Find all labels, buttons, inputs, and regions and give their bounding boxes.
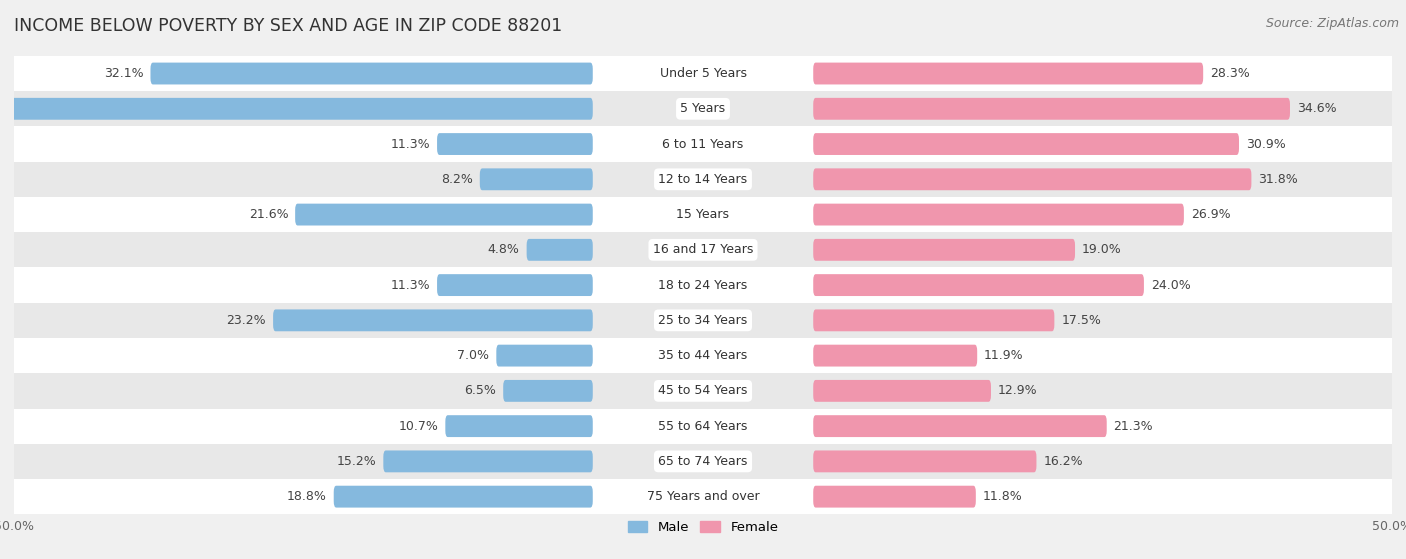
FancyBboxPatch shape [813,239,1076,260]
FancyBboxPatch shape [813,380,991,402]
Text: 11.9%: 11.9% [984,349,1024,362]
FancyBboxPatch shape [813,63,1204,84]
FancyBboxPatch shape [813,486,976,508]
Text: 6 to 11 Years: 6 to 11 Years [662,138,744,150]
FancyBboxPatch shape [14,409,1392,444]
FancyBboxPatch shape [446,415,593,437]
Text: 4.8%: 4.8% [488,243,520,257]
Text: 11.8%: 11.8% [983,490,1022,503]
FancyBboxPatch shape [14,91,1392,126]
Text: 65 to 74 Years: 65 to 74 Years [658,455,748,468]
FancyBboxPatch shape [14,479,1392,514]
FancyBboxPatch shape [14,338,1392,373]
Text: 31.8%: 31.8% [1258,173,1298,186]
FancyBboxPatch shape [273,310,593,331]
Text: 8.2%: 8.2% [441,173,472,186]
FancyBboxPatch shape [14,126,1392,162]
FancyBboxPatch shape [14,373,1392,409]
FancyBboxPatch shape [813,451,1036,472]
FancyBboxPatch shape [813,133,1239,155]
Text: INCOME BELOW POVERTY BY SEX AND AGE IN ZIP CODE 88201: INCOME BELOW POVERTY BY SEX AND AGE IN Z… [14,17,562,35]
FancyBboxPatch shape [14,444,1392,479]
FancyBboxPatch shape [14,56,1392,91]
FancyBboxPatch shape [333,486,593,508]
FancyBboxPatch shape [496,345,593,367]
Text: 17.5%: 17.5% [1062,314,1101,327]
FancyBboxPatch shape [14,267,1392,303]
FancyBboxPatch shape [813,168,1251,190]
FancyBboxPatch shape [14,162,1392,197]
FancyBboxPatch shape [813,98,1289,120]
Text: 18.8%: 18.8% [287,490,326,503]
Text: 55 to 64 Years: 55 to 64 Years [658,420,748,433]
FancyBboxPatch shape [813,310,1054,331]
FancyBboxPatch shape [813,345,977,367]
Text: 18 to 24 Years: 18 to 24 Years [658,278,748,292]
Text: 45 to 54 Years: 45 to 54 Years [658,385,748,397]
Text: 34.6%: 34.6% [1296,102,1337,115]
Text: 35 to 44 Years: 35 to 44 Years [658,349,748,362]
Text: 30.9%: 30.9% [1246,138,1285,150]
FancyBboxPatch shape [0,98,593,120]
Text: 15 Years: 15 Years [676,208,730,221]
Text: 21.6%: 21.6% [249,208,288,221]
Text: 32.1%: 32.1% [104,67,143,80]
Text: 75 Years and over: 75 Years and over [647,490,759,503]
FancyBboxPatch shape [813,274,1144,296]
Text: 19.0%: 19.0% [1083,243,1122,257]
FancyBboxPatch shape [503,380,593,402]
Text: 25 to 34 Years: 25 to 34 Years [658,314,748,327]
Text: 5 Years: 5 Years [681,102,725,115]
Text: 12 to 14 Years: 12 to 14 Years [658,173,748,186]
Text: Under 5 Years: Under 5 Years [659,67,747,80]
Text: 16.2%: 16.2% [1043,455,1083,468]
FancyBboxPatch shape [813,415,1107,437]
FancyBboxPatch shape [437,274,593,296]
FancyBboxPatch shape [384,451,593,472]
FancyBboxPatch shape [813,203,1184,225]
Text: 21.3%: 21.3% [1114,420,1153,433]
Text: 11.3%: 11.3% [391,278,430,292]
Text: Source: ZipAtlas.com: Source: ZipAtlas.com [1265,17,1399,30]
FancyBboxPatch shape [150,63,593,84]
FancyBboxPatch shape [295,203,593,225]
FancyBboxPatch shape [14,197,1392,232]
FancyBboxPatch shape [14,303,1392,338]
FancyBboxPatch shape [14,232,1392,267]
FancyBboxPatch shape [479,168,593,190]
Text: 24.0%: 24.0% [1152,278,1191,292]
Text: 11.3%: 11.3% [391,138,430,150]
Text: 23.2%: 23.2% [226,314,266,327]
Text: 26.9%: 26.9% [1191,208,1230,221]
Text: 15.2%: 15.2% [336,455,377,468]
Text: 7.0%: 7.0% [457,349,489,362]
Text: 12.9%: 12.9% [998,385,1038,397]
Text: 6.5%: 6.5% [464,385,496,397]
Text: 10.7%: 10.7% [398,420,439,433]
FancyBboxPatch shape [437,133,593,155]
FancyBboxPatch shape [527,239,593,260]
Text: 16 and 17 Years: 16 and 17 Years [652,243,754,257]
Legend: Male, Female: Male, Female [623,516,783,540]
Text: 28.3%: 28.3% [1211,67,1250,80]
